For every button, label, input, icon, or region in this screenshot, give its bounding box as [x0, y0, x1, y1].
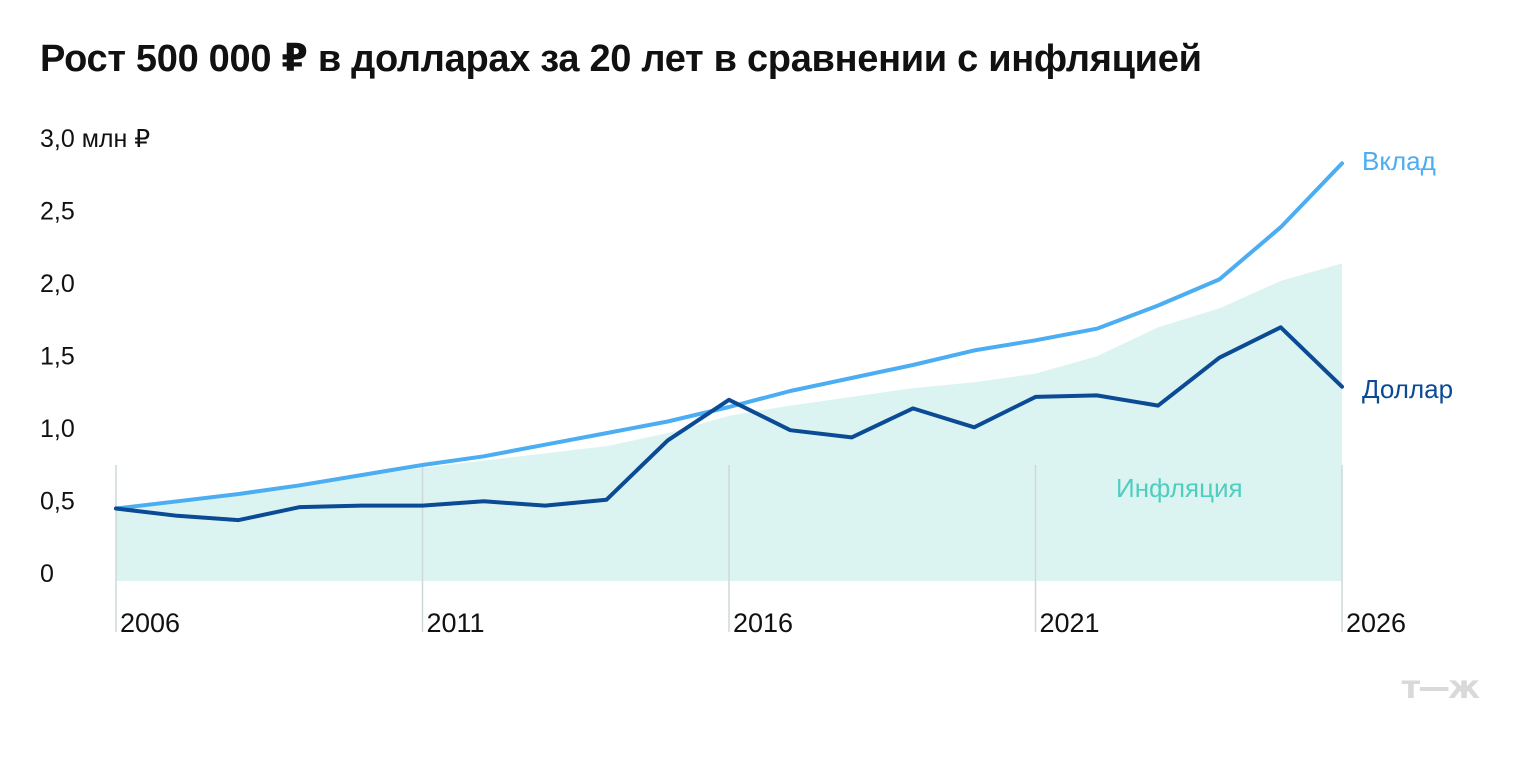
series-line-Доллар [114, 325, 1344, 523]
series-line-Вклад [114, 161, 1344, 511]
y-tick-label: 0 [40, 560, 54, 588]
y-tick-label: 1,0 [40, 415, 75, 443]
x-tick-label: 2016 [733, 608, 793, 638]
y-tick-label: 3,0 млн ₽ [40, 125, 150, 153]
series-label-Доллар: Доллар [1362, 374, 1453, 404]
y-tick-label: 1,5 [40, 343, 75, 371]
series-label-Инфляция: Инфляция [1116, 473, 1243, 503]
brand-logo: т—ж [1401, 668, 1480, 706]
y-tick-label: 2,5 [40, 198, 75, 226]
x-tick-label: 2011 [427, 608, 485, 638]
x-tick-label: 2006 [120, 608, 180, 638]
series-label-Вклад: Вклад [1362, 146, 1436, 176]
x-tick-label: 2026 [1346, 608, 1406, 638]
x-tick-label: 2021 [1040, 608, 1100, 638]
chart-title: Рост 500 000 ₽ в долларах за 20 лет в ср… [40, 38, 1202, 80]
y-tick-label: 2,0 [40, 270, 75, 298]
y-tick-label: 0,5 [40, 488, 75, 516]
